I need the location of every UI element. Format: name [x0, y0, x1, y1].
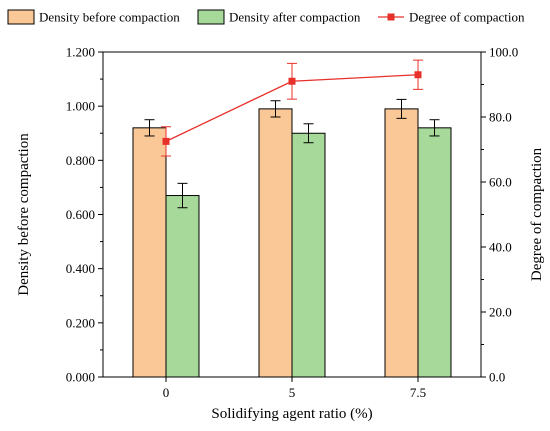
- y2-tick-label: 80.0: [489, 110, 512, 125]
- axes: 0.000 0.200 0.400 0.600 0.800 1.000 1.200 0.0 20…: [66, 45, 519, 401]
- legend-label: Density before compaction: [39, 10, 180, 25]
- compaction-marker: [414, 71, 422, 79]
- x-tick-label: 5: [289, 385, 296, 400]
- bar-after: [165, 195, 200, 378]
- y2-tick-label: 0.0: [489, 370, 505, 385]
- legend: Density before compaction Density after c…: [7, 9, 525, 25]
- y2-tick-label: 20.0: [489, 305, 512, 320]
- y-tick-label: 0.000: [66, 370, 95, 385]
- y-tick-label: 1.200: [66, 45, 95, 60]
- y2-tick-label: 60.0: [489, 175, 512, 190]
- y-tick-label: 0.800: [66, 153, 95, 168]
- legend-label: Density after compaction: [229, 10, 361, 25]
- y-tick-label: 0.400: [66, 261, 95, 276]
- compaction-marker: [162, 137, 170, 145]
- legend-swatch: [197, 9, 225, 25]
- y2-tick-label: 100.0: [489, 45, 518, 60]
- x-axis-title: Solidifying agent ratio (%): [211, 406, 372, 422]
- line-layer: [161, 59, 423, 157]
- bars-layer: [132, 98, 452, 378]
- bar-before: [258, 108, 293, 378]
- y2-axis-title: Degree of compaction: [529, 147, 545, 281]
- y-tick-label: 0.200: [66, 315, 95, 330]
- bar-before: [132, 127, 167, 378]
- y-axis-title: Density before compaction: [16, 133, 32, 296]
- bar-before: [384, 108, 419, 378]
- y-tick-label: 1.000: [66, 99, 95, 114]
- bar-after: [291, 132, 326, 378]
- compaction-marker: [288, 77, 296, 85]
- legend-label: Degree of compaction: [409, 10, 525, 25]
- y-tick-label: 0.600: [66, 207, 95, 222]
- y2-tick-label: 40.0: [489, 240, 512, 255]
- legend-marker: [387, 13, 395, 21]
- x-tick-label: 0: [163, 385, 170, 400]
- bar-after: [417, 127, 452, 378]
- legend-swatch: [7, 9, 35, 25]
- x-tick-label: 7.5: [410, 385, 426, 400]
